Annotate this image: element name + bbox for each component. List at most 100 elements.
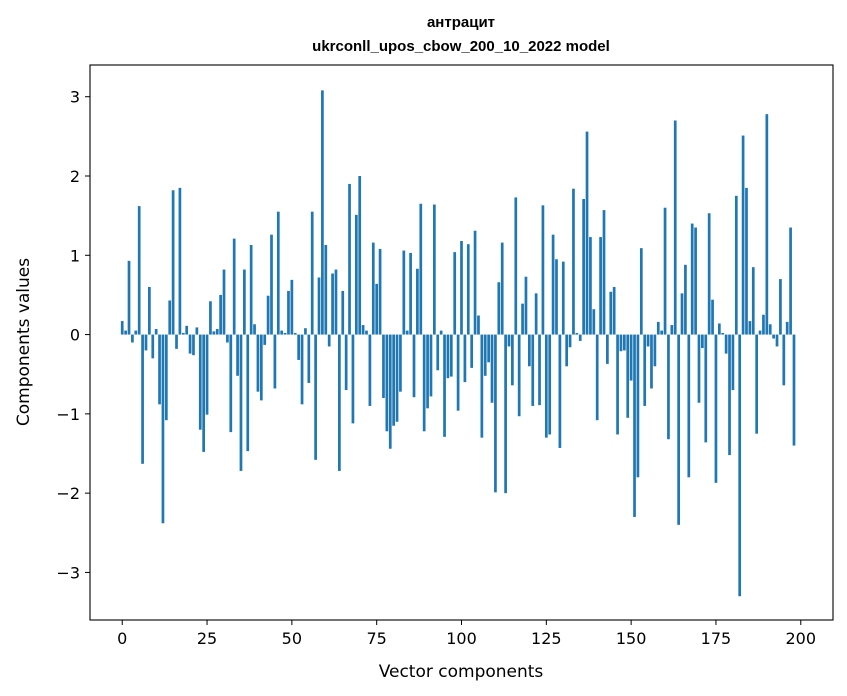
bar (188, 334, 192, 354)
bar (409, 252, 412, 335)
bar (575, 332, 579, 335)
bar (602, 210, 606, 335)
bar (494, 334, 497, 493)
bar (246, 334, 250, 452)
bar (348, 183, 351, 335)
bar (626, 334, 630, 418)
bar (276, 211, 280, 335)
bar (687, 334, 691, 478)
bar (134, 330, 138, 335)
bar (629, 334, 633, 381)
bar (460, 241, 463, 335)
bar (701, 334, 704, 349)
bar (599, 237, 602, 335)
bar (595, 334, 599, 421)
bar (589, 237, 592, 335)
bar (555, 259, 558, 335)
bar (375, 283, 379, 335)
bar (314, 334, 317, 460)
bar (528, 334, 531, 367)
chart-title: антрацит (427, 14, 495, 31)
bar (388, 334, 392, 449)
bar (209, 301, 212, 335)
bar (256, 334, 260, 392)
bar (236, 334, 239, 376)
bar (751, 267, 755, 335)
x-tick-label: 100 (446, 629, 477, 648)
bar (548, 334, 552, 435)
bar (521, 303, 524, 335)
bar (253, 324, 256, 335)
bar (175, 334, 178, 349)
y-tick-label: 1 (70, 246, 80, 265)
bar (690, 223, 694, 335)
bar (639, 248, 643, 335)
bar (141, 334, 144, 464)
bar (365, 330, 368, 335)
bar (541, 205, 545, 335)
bar (673, 120, 677, 335)
bar (148, 287, 151, 335)
bar (612, 287, 616, 335)
bar (259, 334, 263, 401)
y-tick-label: 0 (70, 326, 80, 345)
x-axis-label: Vector components (379, 662, 544, 682)
bar (524, 276, 528, 335)
bar (738, 334, 742, 597)
x-tick-label: 200 (785, 629, 816, 648)
bar (195, 327, 199, 335)
bar (592, 309, 596, 335)
x-tick-label: 175 (701, 629, 732, 648)
bar (694, 227, 697, 335)
bar (151, 334, 155, 359)
bar (544, 334, 548, 438)
bar (185, 325, 189, 335)
bar (205, 334, 209, 415)
bar (154, 329, 158, 335)
bar (283, 332, 287, 335)
bar (171, 190, 175, 335)
y-axis-label: Components values (14, 258, 34, 426)
bar (439, 330, 443, 335)
bar (344, 334, 348, 391)
bar (202, 334, 206, 452)
x-tick-label: 50 (282, 629, 302, 648)
bar (270, 234, 273, 335)
bar (399, 334, 402, 392)
bar (137, 206, 141, 335)
bar (382, 334, 385, 398)
bar (239, 334, 243, 471)
bar (232, 238, 236, 335)
bar (643, 334, 647, 406)
bar (724, 334, 728, 354)
bar (290, 279, 294, 335)
bar-series (120, 90, 796, 597)
bar (507, 334, 511, 347)
bar (453, 252, 457, 335)
bar (680, 293, 684, 335)
bar (789, 227, 792, 335)
bar (711, 299, 714, 335)
bar (178, 187, 182, 335)
bar (758, 330, 762, 335)
bar (120, 321, 124, 335)
bar (304, 328, 307, 335)
bar (127, 260, 131, 335)
bar (572, 188, 575, 335)
bar (317, 277, 321, 335)
bar (616, 334, 619, 435)
bar (775, 334, 779, 347)
bar (443, 334, 446, 437)
bar (392, 334, 395, 426)
bar (249, 244, 253, 335)
bar (511, 334, 514, 386)
bar (327, 334, 331, 347)
bar (422, 334, 426, 432)
bar (429, 334, 433, 397)
bar (514, 197, 518, 335)
bar (656, 321, 660, 335)
bar (504, 334, 507, 494)
bar (568, 334, 572, 348)
bar (670, 325, 674, 335)
bar (653, 334, 657, 367)
